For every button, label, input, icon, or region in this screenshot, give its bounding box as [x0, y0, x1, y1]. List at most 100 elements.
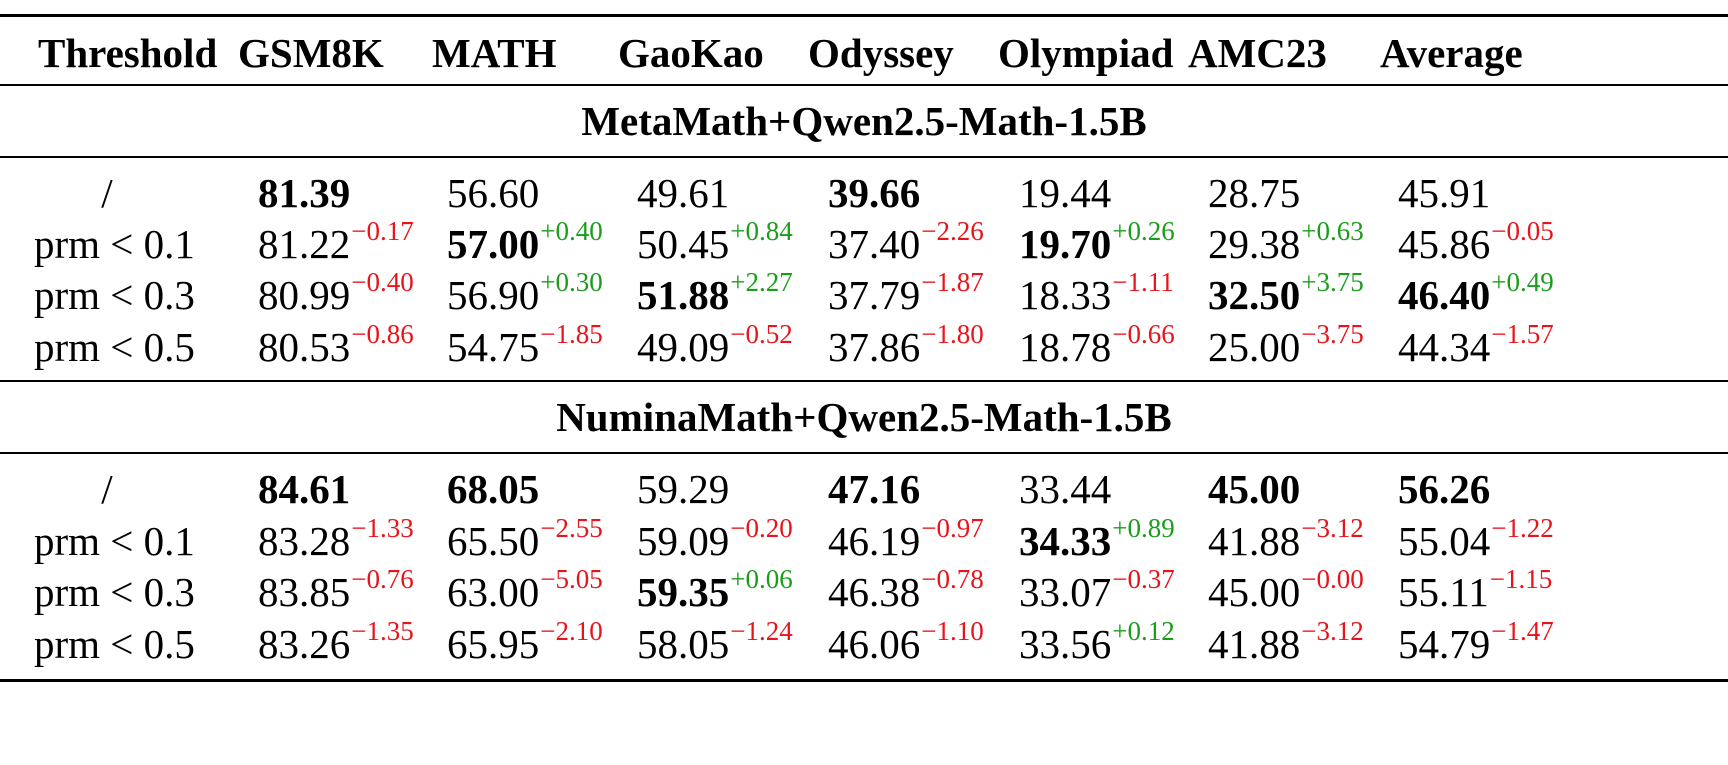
cell-value: 45.00	[1208, 466, 1301, 512]
cell-value: 19.70	[1019, 221, 1112, 267]
cell-delta: −0.05	[1491, 216, 1554, 246]
cell-value: 18.33	[1019, 272, 1112, 318]
cell-delta: −0.52	[730, 319, 793, 349]
cell-delta: +0.63	[1301, 216, 1364, 246]
table-cell: 59.35+0.06	[637, 563, 793, 626]
cell-value: 63.00	[447, 569, 540, 615]
cell-delta: −0.66	[1112, 319, 1175, 349]
cell-delta: +0.49	[1491, 267, 1554, 297]
table-cell: 25.00−3.75	[1208, 318, 1364, 381]
cell-delta: −0.20	[730, 513, 793, 543]
cell-value: 46.19	[828, 518, 921, 564]
table-cell: 45.86−0.05	[1398, 215, 1554, 278]
table-cell: 41.88−3.12	[1208, 512, 1364, 575]
cell-delta: −1.85	[540, 319, 603, 349]
cell-value: 33.07	[1019, 569, 1112, 615]
table-cell: 45.00−0.00	[1208, 563, 1364, 626]
cell-value: 81.22	[258, 221, 351, 267]
cell-value: 55.11	[1398, 569, 1489, 615]
row-threshold: /	[101, 466, 113, 512]
cell-value: 80.53	[258, 324, 351, 370]
cell-delta: −1.11	[1112, 267, 1174, 297]
table-cell: 44.34−1.57	[1398, 318, 1554, 381]
table-cell: 65.50−2.55	[447, 512, 603, 575]
cell-value: 49.61	[637, 170, 730, 216]
table-cell: 80.99−0.40	[258, 266, 414, 329]
cell-value: 41.88	[1208, 518, 1301, 564]
row-threshold: /	[101, 170, 113, 216]
table-cell: 33.56+0.12	[1019, 615, 1175, 678]
cell-value: 37.86	[828, 324, 921, 370]
cell-delta: −1.15	[1489, 564, 1553, 594]
table-cell: 57.00+0.40	[447, 215, 603, 278]
cell-value: 59.29	[637, 466, 730, 512]
cell-value: 56.90	[447, 272, 540, 318]
cell-delta: +0.26	[1112, 216, 1175, 246]
cell-value: 19.44	[1019, 170, 1112, 216]
cell-value: 37.40	[828, 221, 921, 267]
cell-delta: −3.75	[1301, 319, 1364, 349]
table-cell: 56.26	[1398, 460, 1490, 518]
table-cell: 81.22−0.17	[258, 215, 414, 278]
cell-value: 56.26	[1398, 466, 1491, 512]
cell-value: 55.04	[1398, 518, 1491, 564]
cell-value: 68.05	[447, 466, 540, 512]
table-cell: 18.78−0.66	[1019, 318, 1175, 381]
table-cell: 56.90+0.30	[447, 266, 603, 329]
cell-value: 45.00	[1208, 569, 1301, 615]
cell-delta: −1.33	[351, 513, 414, 543]
cell-delta: −1.80	[921, 319, 984, 349]
cell-delta: −3.12	[1301, 513, 1364, 543]
table-cell: 47.16	[828, 460, 920, 518]
cell-value: 56.60	[447, 170, 540, 216]
cell-value: 41.88	[1208, 621, 1301, 667]
cell-value: 46.38	[828, 569, 921, 615]
table-cell: 59.29	[637, 460, 729, 518]
cell-delta: +0.89	[1112, 513, 1175, 543]
cell-value: 83.26	[258, 621, 351, 667]
cell-value: 29.38	[1208, 221, 1301, 267]
table-row: / 81.39 56.60 49.61 39.66 19.44 28.75 45.91	[0, 164, 1728, 222]
table-cell: 46.38−0.78	[828, 563, 984, 626]
cell-delta: −0.78	[921, 564, 984, 594]
table-cell: 59.09−0.20	[637, 512, 793, 575]
table-cell: 83.85−0.76	[258, 563, 414, 626]
header-odyssey: Odyssey	[808, 30, 954, 76]
cell-delta: −0.86	[351, 319, 414, 349]
cell-delta: −1.22	[1491, 513, 1554, 543]
cell-value: 33.44	[1019, 466, 1112, 512]
cell-delta: −1.47	[1491, 616, 1554, 646]
cell-delta: −0.37	[1112, 564, 1175, 594]
table-cell: 19.44	[1019, 164, 1111, 222]
cell-value: 50.45	[637, 221, 730, 267]
cell-value: 47.16	[828, 466, 921, 512]
cell-delta: −0.00	[1301, 564, 1364, 594]
table-cell: 49.09−0.52	[637, 318, 793, 381]
cell-value: 28.75	[1208, 170, 1301, 216]
table-cell: 50.45+0.84	[637, 215, 793, 278]
row-threshold: prm < 0.1	[34, 518, 195, 564]
table-cell: 55.11−1.15	[1398, 563, 1552, 626]
cell-delta: −0.40	[351, 267, 414, 297]
table-cell: 84.61	[258, 460, 350, 518]
table-row: prm < 0.1 83.28−1.33 65.50−2.55 59.09−0.20 4…	[0, 512, 1728, 570]
cell-delta: −1.87	[921, 267, 984, 297]
header-olympiad: Olympiad	[998, 30, 1174, 76]
table-cell: 34.33+0.89	[1019, 512, 1175, 575]
cell-delta: −0.76	[351, 564, 414, 594]
top-rule	[0, 14, 1728, 17]
table-cell: 46.19−0.97	[828, 512, 984, 575]
table-row: / 84.61 68.05 59.29 47.16 33.44 45.00 56.26	[0, 460, 1728, 518]
cell-delta: +0.84	[730, 216, 793, 246]
cell-value: 46.40	[1398, 272, 1491, 318]
table-row: prm < 0.3 80.99−0.40 56.90+0.30 51.88+2.27 3…	[0, 266, 1728, 324]
table-cell: 51.88+2.27	[637, 266, 793, 329]
cell-delta: −0.17	[351, 216, 414, 246]
table-cell: 18.33−1.11	[1019, 266, 1174, 329]
row-threshold: prm < 0.3	[34, 569, 195, 615]
header-threshold: Threshold	[38, 30, 218, 76]
cell-value: 37.79	[828, 272, 921, 318]
table-cell: 28.75	[1208, 164, 1300, 222]
header-gsm8k: GSM8K	[238, 30, 384, 76]
table-cell: 54.75−1.85	[447, 318, 603, 381]
